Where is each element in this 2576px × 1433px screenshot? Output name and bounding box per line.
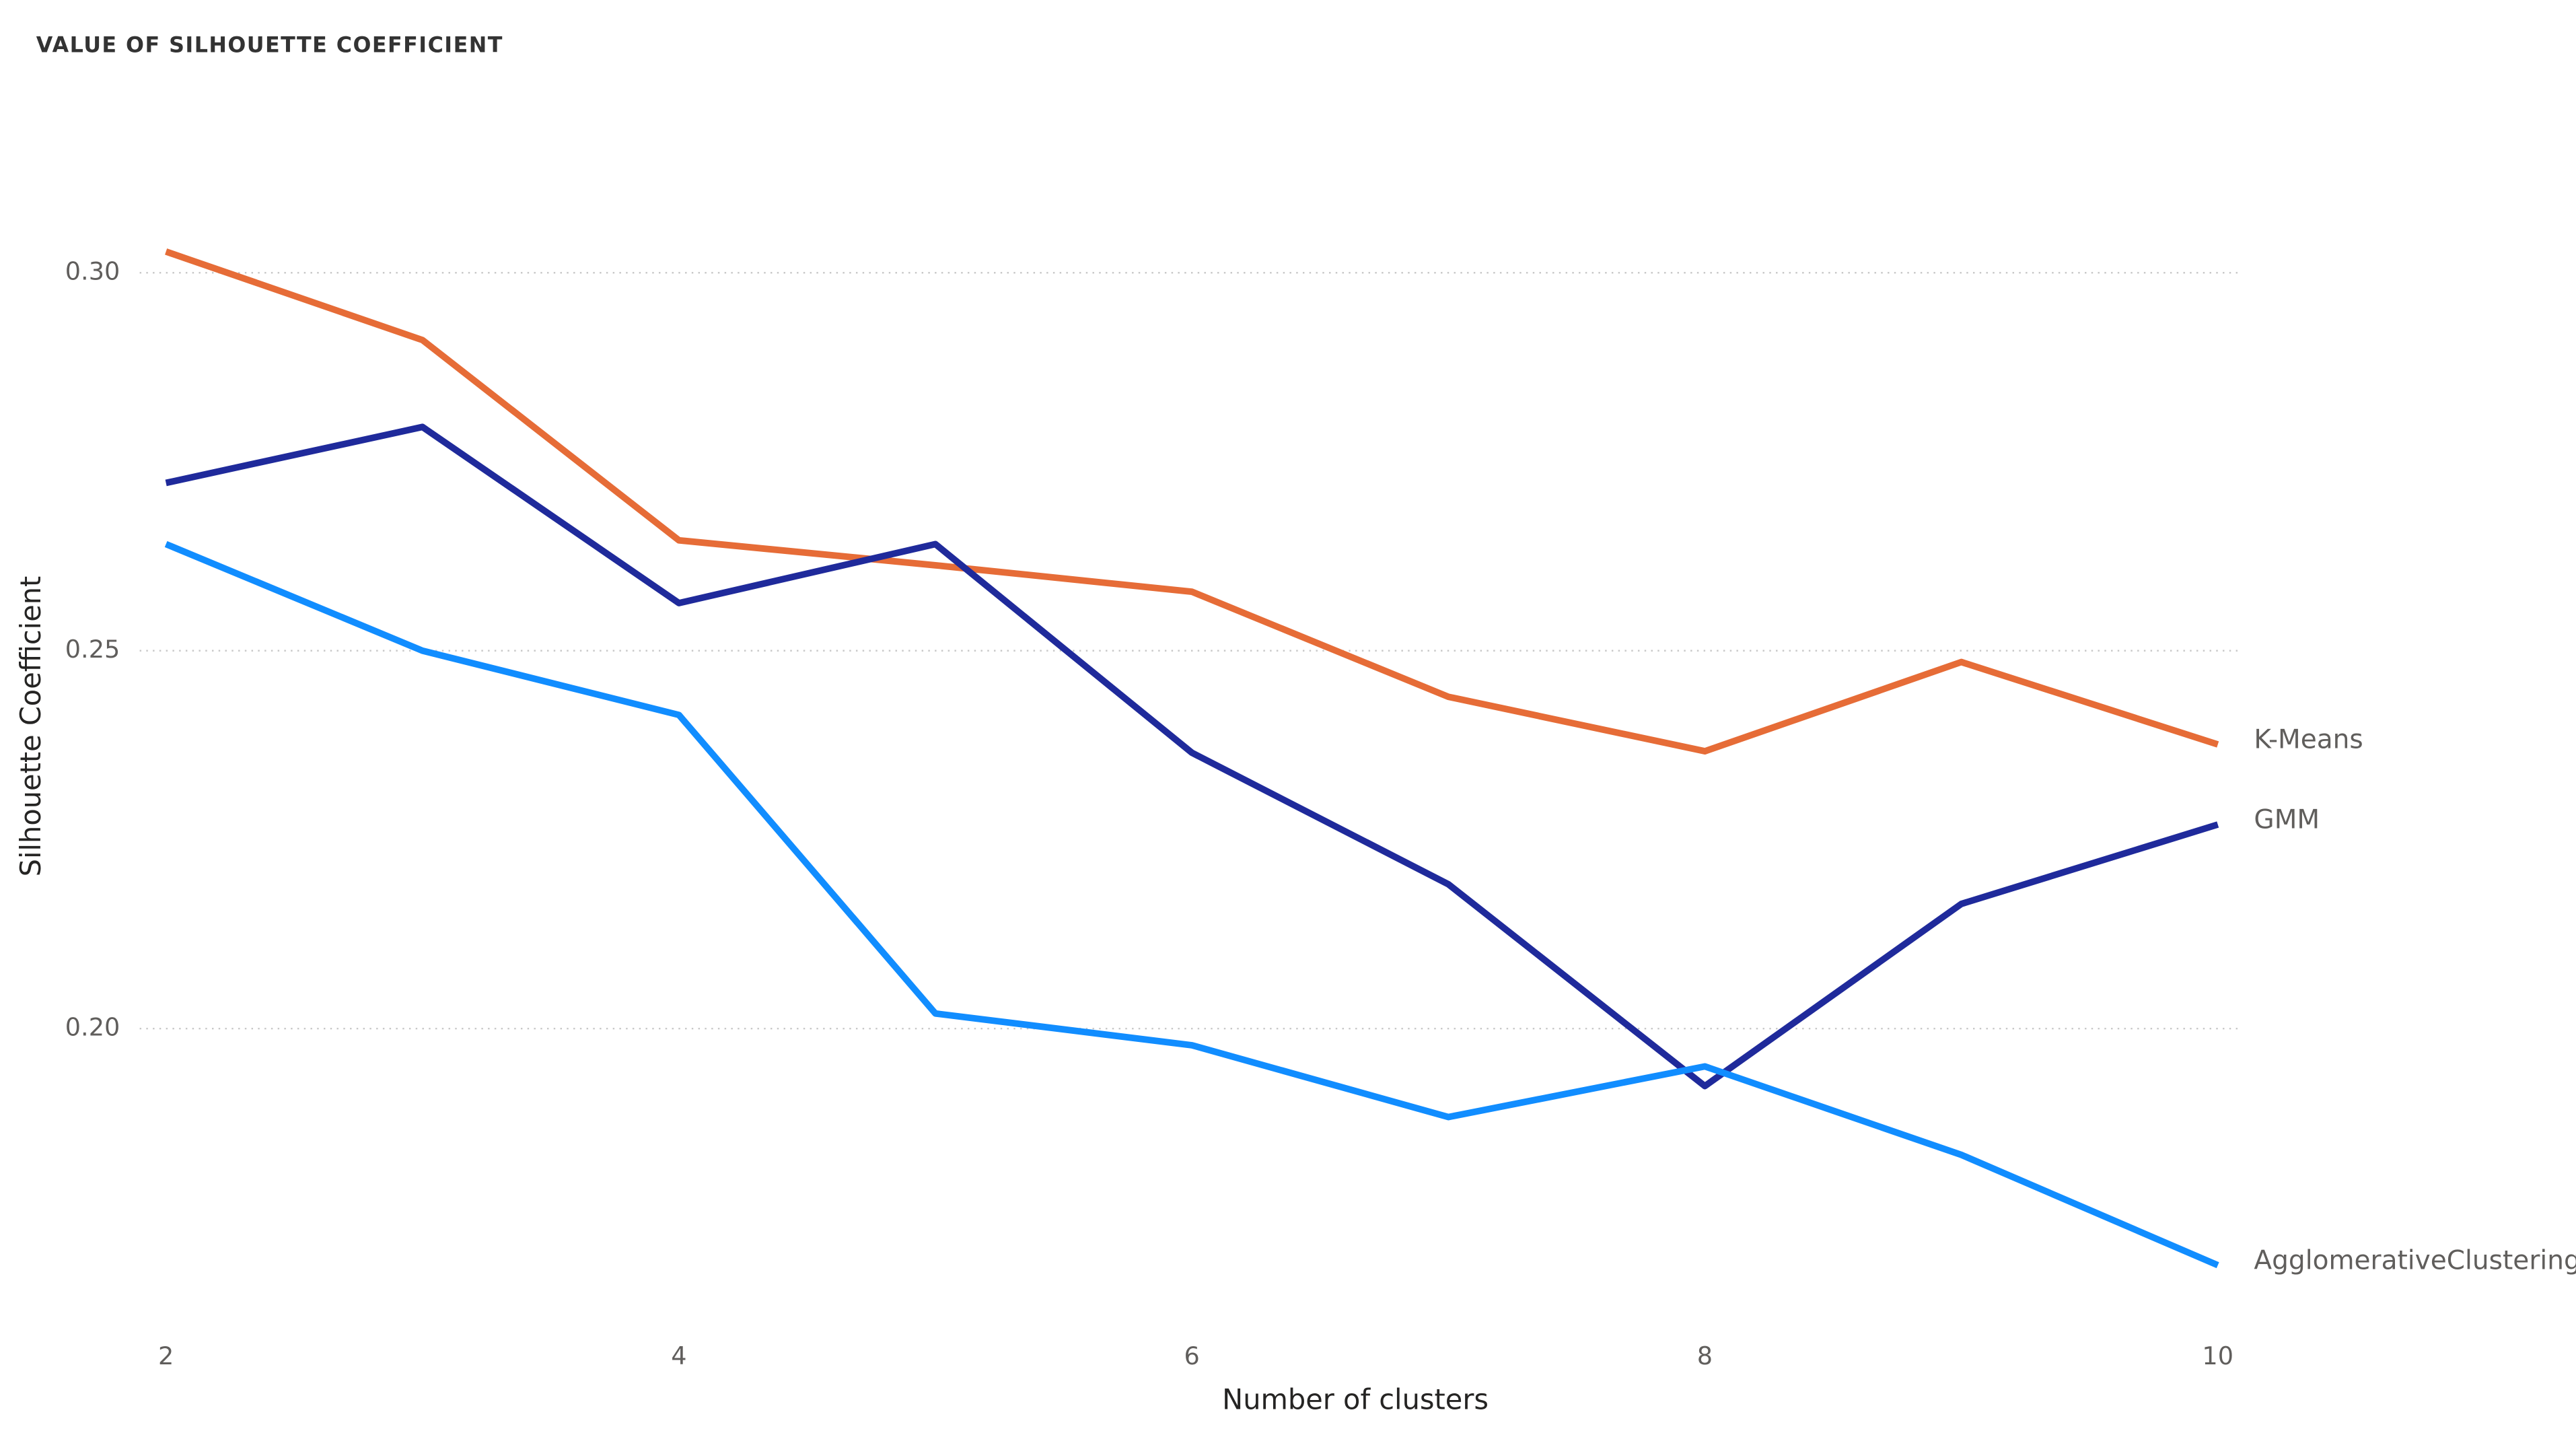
y-tick-label: 0.30	[65, 257, 120, 286]
x-tick-label: 10	[2202, 1341, 2233, 1370]
y-tick-label: 0.25	[65, 635, 120, 664]
x-tick-label: 4	[671, 1341, 686, 1370]
series-line	[164, 540, 2219, 1269]
series-label: K-Means	[2254, 725, 2363, 755]
y-tick-label: 0.20	[65, 1013, 120, 1042]
x-tick-label: 6	[1184, 1341, 1200, 1370]
x-tick-label: 2	[158, 1341, 174, 1370]
x-tick-label: 8	[1697, 1341, 1713, 1370]
series-label: AgglomerativeClustering	[2254, 1245, 2576, 1275]
chart-title: VALUE OF SILHOUETTE COEFFICIENT	[36, 33, 503, 57]
series-label: GMM	[2254, 805, 2320, 835]
series-line	[165, 423, 2219, 1090]
y-axis-label: Silhouette Coefficient	[14, 576, 47, 877]
x-axis-label: Number of clusters	[1222, 1383, 1489, 1415]
series-line	[165, 248, 2219, 755]
